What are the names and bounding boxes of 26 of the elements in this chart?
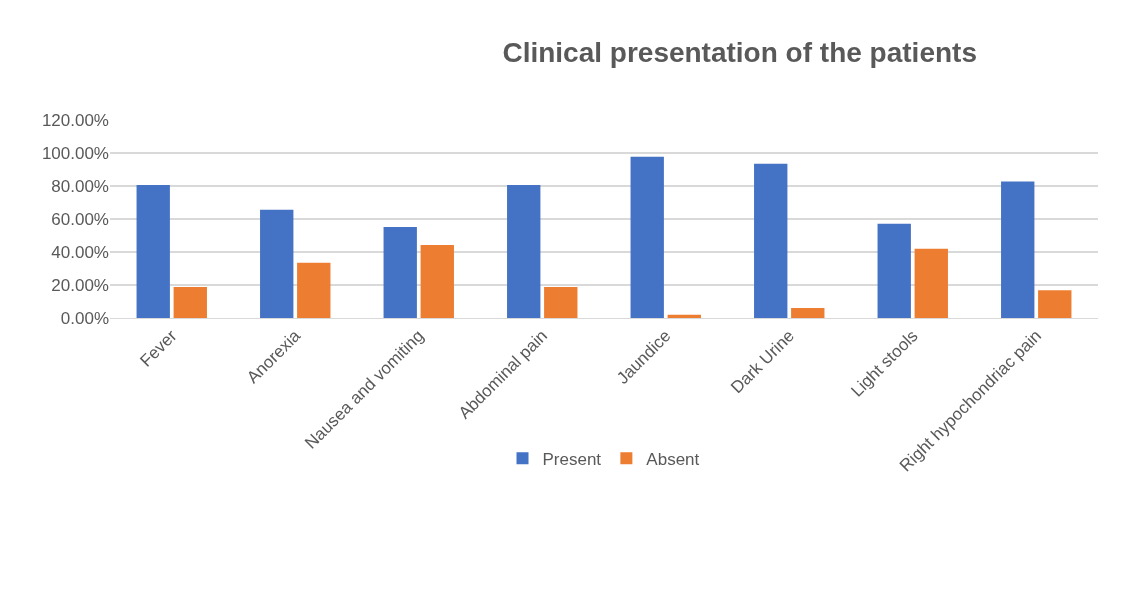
legend-label: Present [542, 449, 602, 469]
bar [136, 185, 170, 318]
bar [260, 209, 294, 318]
bar [173, 286, 207, 318]
y-tick-label: 80.00% [51, 176, 109, 196]
bar [791, 308, 825, 318]
bar [914, 248, 948, 318]
y-tick-label: 60.00% [51, 209, 109, 229]
bar [544, 286, 578, 318]
y-tick-label: 0.00% [60, 308, 109, 328]
y-tick-label: 40.00% [51, 242, 109, 262]
bar [297, 262, 331, 318]
bar [877, 223, 911, 318]
bar [630, 156, 664, 318]
bar [507, 185, 541, 318]
bar [667, 314, 701, 318]
bar [383, 226, 417, 318]
legend-label: Absent [646, 449, 700, 469]
bar [754, 163, 788, 318]
bar [1001, 181, 1035, 318]
y-tick-label: 100.00% [41, 143, 109, 163]
bar [1038, 290, 1072, 318]
y-tick-label: 120.00% [41, 110, 109, 130]
bar [420, 244, 454, 318]
chart-title: Clinical presentation of the patients [502, 37, 977, 69]
y-tick-label: 20.00% [51, 275, 109, 295]
